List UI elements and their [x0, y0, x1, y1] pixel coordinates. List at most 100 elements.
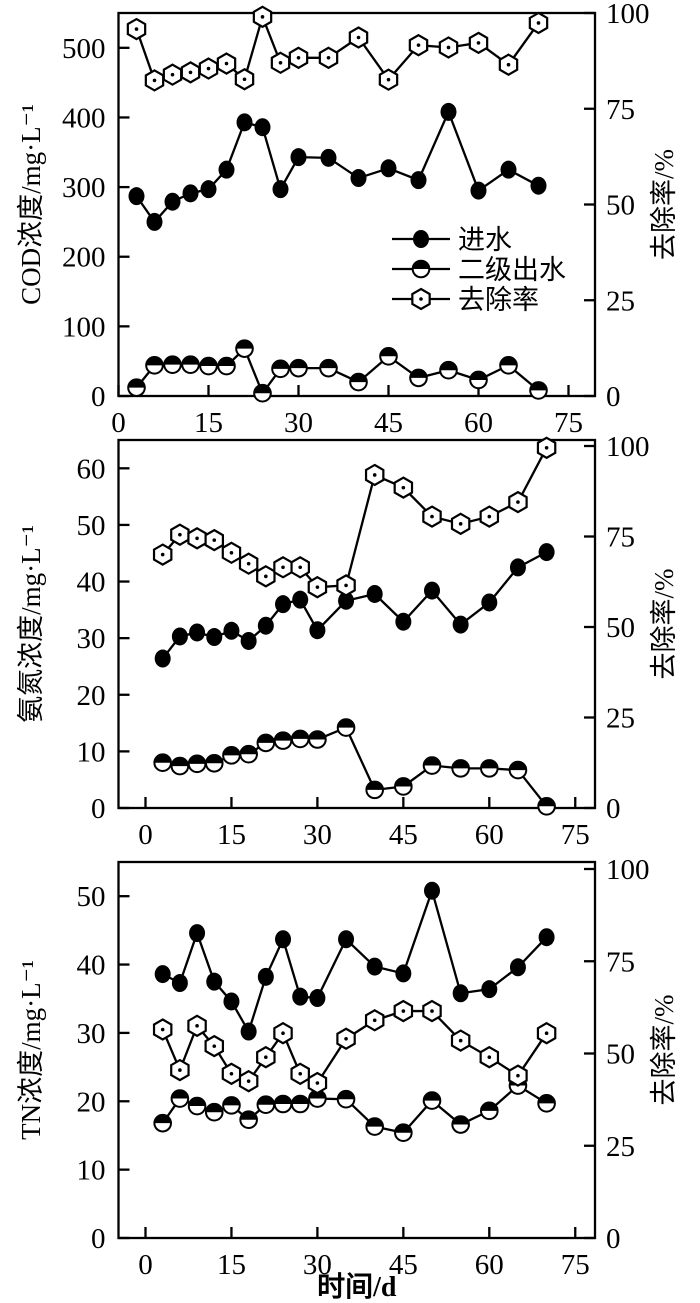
nh3-marker-open-hexagon-dot-14-center-dot	[458, 522, 463, 526]
cod-marker-open-hexagon-dot-10-center-dot	[326, 56, 331, 60]
cod-marker-half-filled-circle-5-top-half	[218, 357, 235, 367]
cod-ylabel-left: COD浓度/mg·L⁻¹	[16, 104, 46, 305]
cod-xtick-label: 60	[464, 407, 493, 439]
legend-label-0: 进水	[458, 225, 512, 255]
tn-ytick-left-label: 0	[91, 1223, 106, 1255]
cod-ytick-right-label: 75	[606, 94, 635, 126]
nh3-marker-half-filled-circle-1-top-half	[171, 757, 189, 767]
cod-marker-filled-circle-17	[530, 176, 547, 195]
tn-marker-filled-circle-1	[171, 974, 188, 993]
nh3-marker-open-hexagon-dot-6-center-dot	[264, 574, 268, 579]
cod-ytick-right-label: 0	[606, 381, 621, 413]
cod-marker-filled-circle-14	[440, 102, 457, 121]
cod-marker-half-filled-circle-8-top-half	[272, 360, 289, 369]
nh3-xtick-label: 60	[475, 819, 504, 851]
nh3-marker-open-hexagon-dot-7-center-dot	[281, 565, 285, 570]
cod-ytick-right-label: 50	[606, 190, 635, 222]
nh3-xtick-label: 30	[303, 819, 332, 851]
nh3-marker-open-hexagon-dot-15-center-dot	[487, 514, 492, 519]
tn-marker-half-filled-circle-15-top-half	[481, 1102, 498, 1111]
nh3-xtick-label: 75	[561, 819, 590, 851]
nh3-series	[152, 436, 557, 816]
nh3-marker-half-filled-circle-2-top-half	[188, 755, 206, 764]
tn-ytick-right-label: 100	[606, 854, 650, 886]
nh3-ytick-right-label: 25	[606, 703, 635, 735]
nh3-ytick-right-label: 100	[606, 431, 650, 463]
tn-marker-filled-circle-14	[452, 984, 469, 1003]
cod-series-line-0	[135, 108, 540, 224]
tn-marker-half-filled-circle-9-top-half	[309, 1090, 326, 1099]
cod-marker-half-filled-circle-15-top-half	[470, 371, 487, 380]
nh3-marker-filled-circle-10	[338, 591, 355, 610]
cod-xtick-label: 30	[284, 407, 313, 439]
tn-marker-filled-circle-11	[366, 957, 383, 976]
tn-series-line-0	[162, 886, 548, 1035]
tn-marker-half-filled-circle-17-top-half	[538, 1095, 555, 1104]
cod-marker-open-hexagon-dot-9-center-dot	[296, 56, 301, 60]
nh3-xtick-label: 45	[389, 819, 418, 851]
nh3-marker-open-hexagon-dot-4-center-dot	[229, 550, 234, 555]
tn-ytick-right-label: 50	[606, 1039, 635, 1071]
tn-marker-open-hexagon-dot-17-center-dot	[544, 1031, 549, 1036]
tn-marker-open-hexagon-dot-2-center-dot	[195, 1024, 199, 1028]
nh3-marker-half-filled-circle-5-top-half	[240, 745, 257, 755]
cod-marker-half-filled-circle-6-top-half	[236, 340, 253, 349]
nh3-marker-open-hexagon-dot-1-center-dot	[178, 532, 182, 537]
cod-marker-filled-circle-4	[200, 180, 217, 199]
cod-marker-filled-circle-0	[128, 187, 145, 206]
cod-ylabel-right: 去除率/%	[649, 149, 679, 260]
nh3-marker-half-filled-circle-8-top-half	[291, 730, 309, 739]
tn-marker-half-filled-circle-13-top-half	[423, 1092, 441, 1101]
nh3-marker-filled-circle-17	[538, 543, 555, 562]
cod-marker-half-filled-circle-4-top-half	[200, 357, 217, 367]
cod-ytick-left-label: 200	[62, 242, 106, 274]
cod-marker-filled-circle-1	[146, 212, 163, 231]
cod-marker-filled-circle-10	[320, 148, 337, 167]
tn-marker-filled-circle-13	[424, 881, 440, 900]
nh3-marker-open-hexagon-dot-2-center-dot	[195, 536, 199, 541]
nh3-ytick-left-label: 60	[77, 453, 106, 485]
cod-marker-half-filled-circle-1-top-half	[146, 357, 163, 366]
nh3-ytick-right-label: 75	[606, 522, 635, 554]
tn-marker-filled-circle-16	[509, 958, 526, 977]
nh3-marker-filled-circle-16	[509, 558, 526, 577]
nh3-marker-filled-circle-2	[189, 623, 206, 642]
cod-marker-half-filled-circle-13-top-half	[410, 369, 427, 378]
tn-marker-half-filled-circle-12-top-half	[395, 1124, 412, 1133]
nh3-marker-filled-circle-0	[154, 649, 171, 668]
nh3-marker-half-filled-circle-10-top-half	[337, 719, 355, 728]
nh3-marker-filled-circle-9	[309, 621, 326, 640]
cod-xtick-label: 0	[111, 407, 126, 439]
cod-marker-filled-circle-8	[272, 180, 289, 199]
cod-marker-open-hexagon-dot-12-center-dot	[386, 77, 391, 82]
tn-ytick-left-label: 40	[77, 950, 106, 982]
tn-marker-open-hexagon-dot-13-center-dot	[430, 1009, 434, 1013]
cod-marker-filled-circle-16	[500, 160, 517, 179]
nh3-marker-filled-circle-6	[257, 616, 274, 635]
tn-marker-half-filled-circle-5-top-half	[240, 1111, 257, 1120]
cod-xtick-label: 45	[374, 407, 403, 439]
nh3-ylabel-right: 去除率/%	[649, 569, 679, 680]
tn-marker-half-filled-circle-2-top-half	[188, 1097, 206, 1107]
nh3-marker-open-hexagon-dot-5-center-dot	[246, 561, 251, 566]
cod-marker-open-hexagon-dot-2-center-dot	[170, 72, 175, 77]
tn-xlabel: 时间/d	[317, 1271, 397, 1303]
cod-marker-open-hexagon-dot-6-center-dot	[242, 77, 247, 82]
tn-ylabel-left: TN浓度/mg·L⁻¹	[16, 960, 46, 1140]
tn-xtick-label: 45	[389, 1249, 418, 1281]
cod-marker-open-hexagon-dot-1-center-dot	[152, 78, 157, 83]
nh3-marker-half-filled-circle-7-top-half	[274, 732, 292, 741]
legend-label-1: 二级出水	[458, 255, 566, 285]
cod-marker-half-filled-circle-16-top-half	[500, 357, 517, 366]
tn-xtick-label: 60	[475, 1249, 504, 1281]
cod-marker-filled-circle-7	[254, 118, 271, 137]
nh3-marker-half-filled-circle-17-top-half	[538, 798, 555, 807]
nh3-marker-filled-circle-3	[206, 628, 223, 647]
cod-axes: 0 100 200 300 400 500 0 25 50 75 100 0 15 30 45 60 75	[62, 0, 650, 439]
tn-marker-open-hexagon-dot-7-center-dot	[281, 1031, 285, 1036]
nh3-marker-open-hexagon-dot-3-center-dot	[212, 538, 217, 542]
nh3-marker-open-hexagon-dot-0-center-dot	[160, 552, 165, 557]
cod-marker-open-hexagon-dot-16-center-dot	[506, 62, 511, 67]
cod-marker-half-filled-circle-17-top-half	[530, 382, 547, 391]
nh3-axes: 0 10 20 30 40 50 60 0 25 50 75 100 0 15 30 45 60 75	[77, 431, 650, 851]
